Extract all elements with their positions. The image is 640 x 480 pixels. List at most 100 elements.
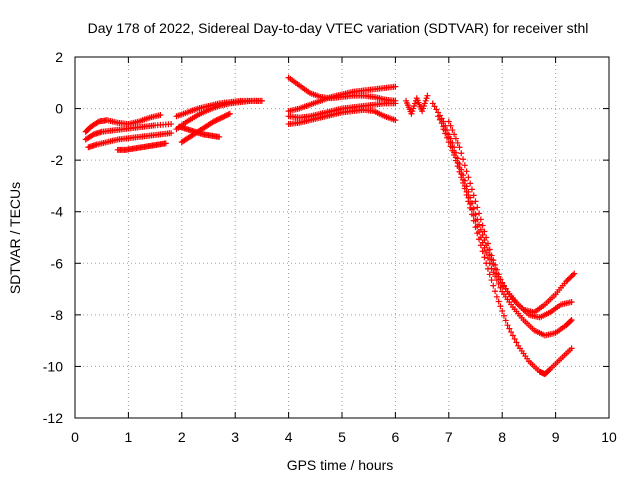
series-sat-track-16: [440, 126, 575, 378]
data-point: [488, 252, 495, 259]
series-sat-track-3: [82, 112, 164, 135]
data-point: [486, 271, 493, 278]
series-sat-track-8: [176, 123, 223, 140]
data-point: [168, 121, 175, 128]
data-point: [483, 249, 490, 256]
data-point: [481, 254, 488, 261]
data-point: [504, 322, 511, 329]
data-point: [472, 198, 479, 205]
data-point: [94, 119, 101, 126]
series-sat-track-1: [85, 130, 175, 151]
data-point: [216, 133, 223, 140]
data-point: [484, 265, 491, 272]
data-point: [168, 130, 175, 137]
data-point: [392, 100, 399, 107]
data-point: [483, 234, 490, 241]
data-point: [258, 97, 265, 104]
data-point: [444, 134, 451, 141]
data-point: [476, 236, 483, 243]
data-point: [392, 117, 399, 124]
data-point: [493, 266, 500, 273]
x-tick-label: 5: [338, 429, 346, 445]
y-tick-label: -10: [43, 358, 63, 374]
y-tick-label: -8: [51, 307, 64, 323]
data-point: [458, 174, 465, 181]
x-tick-label: 7: [445, 429, 453, 445]
data-point: [568, 345, 575, 352]
data-point: [212, 117, 219, 124]
data-point: [490, 257, 497, 264]
series-sat-track-17: [445, 118, 578, 316]
x-tick-label: 9: [552, 429, 560, 445]
data-point: [481, 244, 488, 251]
data-point: [502, 317, 509, 324]
data-point: [461, 162, 468, 169]
x-tick-label: 10: [601, 429, 617, 445]
data-point: [456, 168, 463, 175]
data-point: [493, 293, 500, 300]
data-point: [569, 271, 576, 278]
data-point: [210, 118, 217, 125]
data-point: [452, 135, 459, 142]
data-point: [490, 282, 497, 289]
data-point: [217, 115, 224, 122]
data-point: [484, 240, 491, 247]
data-point: [492, 262, 499, 269]
data-point: [435, 113, 442, 120]
data-point: [452, 157, 459, 164]
data-point: [440, 126, 447, 133]
x-tick-labels: 0 1 2 3 4 5 6 7 8 9 10: [71, 429, 617, 445]
data-point: [218, 114, 225, 121]
chart-title: Day 178 of 2022, Sidereal Day-to-day VTE…: [88, 20, 589, 36]
data-point: [513, 339, 520, 346]
data-points: [82, 74, 578, 378]
data-point: [476, 210, 483, 217]
x-tick-label: 2: [178, 429, 186, 445]
data-point: [508, 329, 515, 336]
data-point: [497, 276, 504, 283]
data-point: [454, 139, 461, 146]
data-point: [460, 156, 467, 163]
y-tick-label: 0: [55, 101, 63, 117]
plot-frame: [74, 56, 610, 419]
data-point: [445, 139, 452, 146]
data-point: [477, 216, 484, 223]
data-point: [458, 150, 465, 157]
data-point: [493, 277, 500, 284]
data-point: [157, 112, 164, 119]
data-point: [568, 317, 575, 324]
data-point: [461, 185, 468, 192]
x-tick-label: 6: [392, 429, 400, 445]
data-point: [492, 288, 499, 295]
data-point: [474, 204, 481, 211]
x-axis-label: GPS time / hours: [287, 457, 394, 473]
data-point: [490, 269, 497, 276]
data-point: [224, 112, 231, 119]
data-point: [222, 112, 229, 119]
data-point: [447, 122, 454, 129]
data-point: [438, 120, 445, 127]
data-point: [509, 332, 516, 339]
data-point: [468, 211, 475, 218]
data-point: [451, 151, 458, 158]
data-point: [424, 92, 431, 99]
data-point: [500, 312, 507, 319]
series-sat-track-6: [173, 97, 265, 120]
data-point: [481, 228, 488, 235]
data-point: [463, 168, 470, 175]
x-tick-label: 8: [498, 429, 506, 445]
data-point: [460, 179, 467, 186]
data-point: [392, 83, 399, 90]
y-tick-label: -12: [43, 410, 63, 426]
data-point: [567, 317, 574, 324]
data-point: [463, 191, 470, 198]
data-point: [465, 174, 472, 181]
y-tick-label: -6: [51, 255, 64, 271]
series-sat-track-4: [114, 140, 169, 153]
data-point: [477, 242, 484, 249]
data-point: [449, 147, 456, 154]
data-point: [447, 143, 454, 150]
x-tick-label: 1: [125, 429, 133, 445]
data-point: [468, 186, 475, 193]
data-point: [506, 325, 513, 332]
